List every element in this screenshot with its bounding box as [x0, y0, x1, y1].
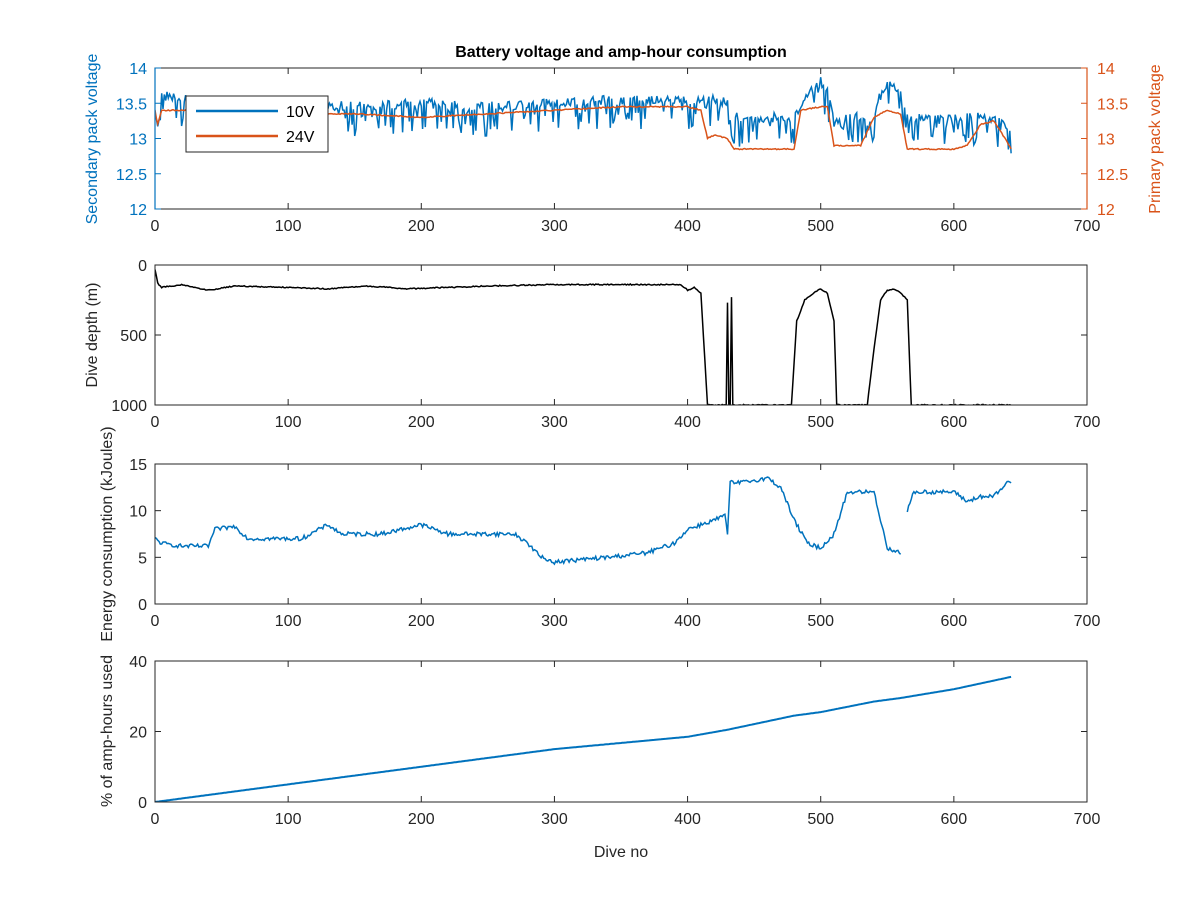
legend-label-24v: 24V: [286, 129, 315, 146]
legend: 10V 24V: [185, 95, 329, 153]
x-tick-label: 0: [151, 613, 160, 630]
x-axis-label: Dive no: [594, 844, 648, 861]
axes-box: [154, 264, 1088, 406]
y-tick-label: 12: [129, 202, 147, 219]
x-tick-label: 500: [807, 613, 834, 630]
x-tick-label: 700: [1074, 613, 1101, 630]
y-tick-label: 12.5: [116, 167, 147, 184]
x-tick-label: 0: [151, 218, 160, 235]
y-axis-label-depth: Dive depth (m): [84, 283, 101, 388]
x-tick-label: 700: [1074, 218, 1101, 235]
x-tick-label: 300: [541, 811, 568, 828]
series-line-2-0: [155, 476, 1012, 566]
x-tick-label: 300: [541, 414, 568, 431]
x-tick-label: 100: [275, 414, 302, 431]
subplot-depth: 0 100 200 300 400 500 600 700 0 500 1000 Dive dept…: [84, 258, 1100, 431]
legend-box: [185, 95, 329, 153]
x-tick-label: 700: [1074, 414, 1101, 431]
x-tick-label: 700: [1074, 811, 1101, 828]
axes-box: [154, 463, 1088, 605]
x-tick-label: 600: [941, 811, 968, 828]
energy-plot-area: 0 100 200 300 400 500 600 700 0 5 10 15: [129, 457, 1100, 630]
y-tick-label-right: 12.5: [1097, 167, 1128, 184]
y-tick-label: 20: [129, 725, 147, 742]
y-tick-label: 1000: [111, 398, 147, 415]
x-tick-label: 600: [941, 414, 968, 431]
x-tick-label: 0: [151, 811, 160, 828]
y-tick-label: 0: [138, 258, 147, 275]
y-axis-label-primary: Primary pack voltage: [1147, 64, 1164, 213]
y-tick-label: 14: [129, 61, 147, 78]
x-tick-label: 500: [807, 414, 834, 431]
subplot-voltage: Battery voltage and amp-hour consumption…: [84, 44, 1164, 235]
series-line-3-0: [155, 675, 1012, 802]
y-axis-label-secondary: Secondary pack voltage: [84, 54, 101, 225]
x-tick-label: 100: [275, 218, 302, 235]
y-tick-label-right: 14: [1097, 61, 1115, 78]
y-tick-label: 40: [129, 654, 147, 671]
legend-label-10v: 10V: [286, 104, 315, 121]
x-tick-label: 400: [674, 811, 701, 828]
y-tick-label: 5: [138, 550, 147, 567]
chart-title: Battery voltage and amp-hour consumption: [455, 44, 787, 61]
y-axis-label-energy: Energy consumption (kJoules): [99, 426, 116, 641]
amphours-plot-area: 0 100 200 300 400 500 600 700 0 20 40: [129, 654, 1100, 828]
y-tick-label: 13.5: [116, 96, 147, 113]
x-tick-label: 500: [807, 218, 834, 235]
x-tick-label: 200: [408, 218, 435, 235]
x-tick-label: 200: [408, 613, 435, 630]
subplot-energy: 0 100 200 300 400 500 600 700 0 5 10 15 Energy cons…: [99, 426, 1100, 641]
x-tick-label: 500: [807, 811, 834, 828]
y-tick-label: 0: [138, 795, 147, 812]
axes-box: [154, 660, 1088, 803]
subplot-amphours: 0 100 200 300 400 500 600 700 0 20 40 % of amp-hou…: [99, 654, 1100, 861]
x-tick-label: 200: [408, 414, 435, 431]
y-tick-label: 0: [138, 597, 147, 614]
x-tick-label: 600: [941, 613, 968, 630]
x-tick-label: 300: [541, 218, 568, 235]
y-axis-label-amphours: % of amp-hours used: [99, 655, 116, 807]
y-tick-label: 10: [129, 504, 147, 521]
x-tick-label: 400: [674, 414, 701, 431]
y-tick-label: 13: [129, 132, 147, 149]
y-tick-label: 15: [129, 457, 147, 474]
depth-plot-area: 0 100 200 300 400 500 600 700 0 500 1000: [111, 258, 1100, 431]
y-tick-label-right: 12: [1097, 202, 1115, 219]
x-tick-label: 0: [151, 414, 160, 431]
x-tick-label: 400: [674, 613, 701, 630]
y-tick-label-right: 13: [1097, 132, 1115, 149]
x-tick-label: 400: [674, 218, 701, 235]
y-tick-label: 500: [120, 328, 147, 345]
x-tick-label: 100: [275, 811, 302, 828]
x-tick-label: 600: [941, 218, 968, 235]
y-tick-label-right: 13.5: [1097, 96, 1128, 113]
x-tick-label: 300: [541, 613, 568, 630]
series-line-1-0: [155, 269, 1012, 405]
x-tick-label: 200: [408, 811, 435, 828]
x-tick-label: 100: [275, 613, 302, 630]
